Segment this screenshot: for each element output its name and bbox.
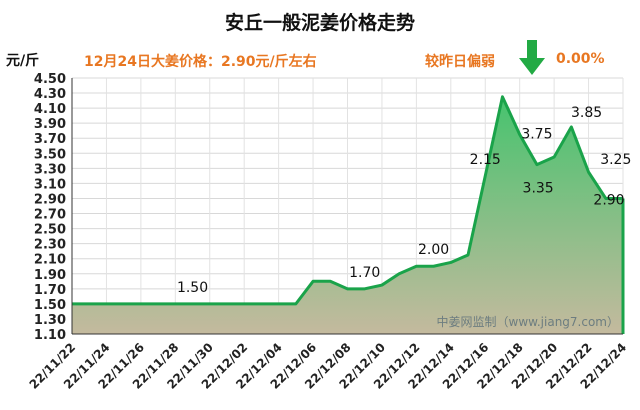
data-label: 1.70 (349, 265, 380, 281)
y-tick-label: 3.70 (34, 132, 66, 147)
y-tick-label: 3.50 (34, 147, 66, 162)
y-tick-label: 3.30 (34, 162, 66, 177)
down-arrow-icon (519, 40, 545, 75)
price-info-text: 12月24日大姜价格：2.90元/斤左右 (84, 54, 317, 70)
data-label: 3.75 (521, 126, 552, 142)
chart-title: 安丘一般泥姜价格走势 (224, 12, 415, 34)
data-label: 1.50 (177, 280, 208, 296)
data-label: 2.90 (593, 192, 624, 208)
area-fill (72, 96, 623, 334)
y-tick-label: 4.30 (34, 87, 66, 102)
data-label: 3.25 (600, 152, 631, 168)
watermark-text: 中姜网监制（www.jiang7.com） (437, 314, 619, 329)
y-tick-label: 1.70 (34, 283, 66, 298)
y-tick-label: 2.50 (34, 223, 66, 238)
y-tick-label: 2.70 (34, 208, 66, 223)
change-label: 较昨日偏弱 (425, 54, 495, 70)
y-tick-label: 1.90 (34, 268, 66, 283)
y-tick-label: 1.50 (34, 298, 66, 313)
y-tick-label: 4.50 (34, 72, 66, 87)
change-value: 0.00% (556, 51, 605, 67)
unit-label: 元/斤 (6, 53, 40, 69)
data-label: 3.35 (523, 181, 554, 197)
y-tick-label: 2.10 (34, 253, 66, 268)
data-label: 3.85 (571, 105, 602, 121)
y-tick-label: 2.90 (34, 192, 66, 207)
data-label: 2.15 (470, 152, 501, 168)
y-tick-label: 1.10 (34, 328, 66, 343)
y-tick-label: 1.30 (34, 313, 66, 328)
y-tick-label: 3.90 (34, 117, 66, 132)
y-tick-label: 4.10 (34, 102, 66, 117)
price-line (72, 95, 623, 306)
data-label: 2.00 (418, 242, 449, 258)
y-tick-label: 3.10 (34, 177, 66, 192)
y-tick-label: 2.30 (34, 238, 66, 253)
